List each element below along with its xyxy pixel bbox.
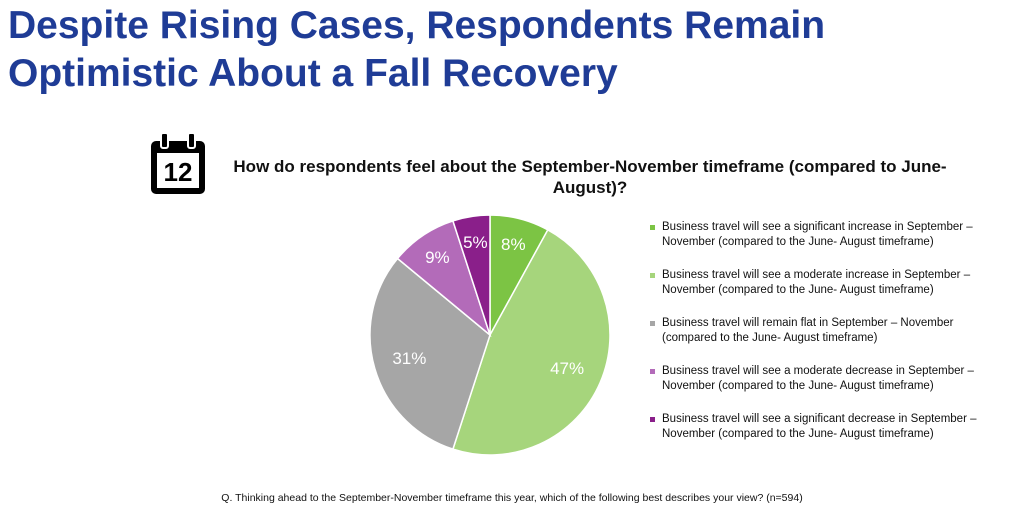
pie-data-label-3: 31%	[392, 349, 426, 368]
legend-item-1: Business travel will see a significant i…	[650, 220, 1010, 268]
legend-item-2: Business travel will see a moderate incr…	[650, 268, 1010, 316]
calendar-icon: 12	[151, 132, 205, 194]
pie-labels: 8% 47% 31% 9% 5%	[392, 233, 584, 378]
pie-slice-5	[451, 214, 491, 336]
pie-data-label-5: 5%	[463, 233, 488, 252]
pie-data-label-1: 8%	[501, 235, 526, 254]
pie-slices	[369, 214, 611, 456]
legend-item-5: Business travel will see a significant d…	[650, 412, 1010, 460]
legend-swatch	[650, 417, 655, 422]
legend-label: Business travel will see a moderate decr…	[662, 365, 974, 392]
legend-label: Business travel will see a significant d…	[662, 413, 977, 440]
legend-swatch	[650, 369, 655, 374]
legend: Business travel will see a significant i…	[650, 220, 1010, 460]
pie-data-label-4: 9%	[425, 248, 450, 267]
footnote: Q. Thinking ahead to the September-Novem…	[221, 492, 803, 504]
pie-slice-3	[369, 257, 491, 451]
chart-title: How do respondents feel about the Septem…	[233, 157, 947, 197]
page-title: Despite Rising Cases, Respondents Remain…	[8, 4, 826, 95]
legend-label: Business travel will see a significant i…	[662, 221, 973, 248]
legend-swatch	[650, 321, 655, 326]
pie-data-label-2: 47%	[550, 359, 584, 378]
legend-item-3: Business travel will remain flat in Sept…	[650, 316, 1010, 364]
pie-chart: 8% 47% 31% 9% 5%	[369, 214, 611, 456]
legend-swatch	[650, 225, 655, 230]
legend-swatch	[650, 273, 655, 278]
legend-item-4: Business travel will see a moderate decr…	[650, 364, 1010, 412]
legend-label: Business travel will see a moderate incr…	[662, 269, 971, 296]
pie-slice-2	[451, 228, 611, 456]
calendar-icon-label: 12	[164, 157, 193, 187]
legend-label: Business travel will remain flat in Sept…	[662, 317, 954, 344]
